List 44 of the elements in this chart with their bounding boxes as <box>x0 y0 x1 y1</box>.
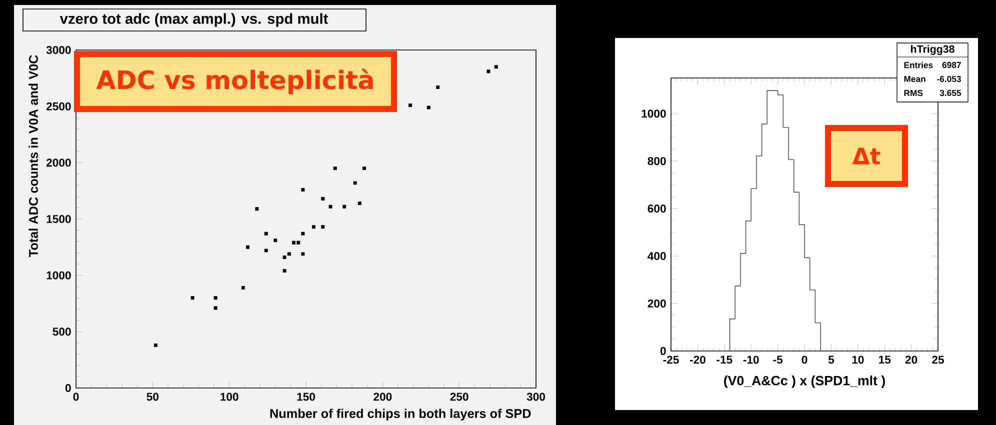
x-tick-label: -25 <box>663 356 679 364</box>
annotation: -6.053 <box>937 76 961 82</box>
x-tick-label: -5 <box>773 356 783 364</box>
y-axis-title: Total ADC counts in V0A and V0C <box>28 55 38 258</box>
annotation: Δt <box>852 148 880 164</box>
chart-title: vzero tot adc (max ampl.) vs. spd mult <box>60 13 328 27</box>
text: hTrigg38 <box>911 44 954 55</box>
y-tick-label: 1000 <box>642 110 666 118</box>
x-axis-title: (V0_A&Cc ) x (SPD1_mlt ) <box>724 376 885 388</box>
text: 6987 <box>942 62 961 68</box>
y-tick-label: 1000 <box>46 271 71 280</box>
y-tick-label: 400 <box>648 252 666 260</box>
y-tick-label: 3000 <box>46 46 71 54</box>
y-tick-label: 2500 <box>46 102 71 110</box>
y-tick-label: 1500 <box>46 215 71 224</box>
y-tick-label: 0 <box>65 384 71 392</box>
x-tick-label: 25 <box>932 356 944 364</box>
y-tick-label: 0 <box>660 346 666 356</box>
x-tick-label: -10 <box>743 356 759 364</box>
x-tick-label: 15 <box>879 356 891 364</box>
x-tick-label: 100 <box>220 392 238 401</box>
x-tick-label: 5 <box>828 356 834 364</box>
x-tick-label: 0 <box>73 392 79 401</box>
x-tick-label: 0 <box>802 356 808 364</box>
text: 3.655 <box>940 90 962 96</box>
x-tick-label: -20 <box>690 356 706 364</box>
annotation: ADC vs molteplicità <box>96 68 373 94</box>
y-tick-label: 500 <box>52 328 71 336</box>
x-tick-label: 200 <box>374 392 392 401</box>
x-axis-title: Number of fired chips in both layers of SPD <box>270 408 531 421</box>
annotation: Mean <box>904 76 926 82</box>
y-tick-label: 200 <box>648 300 666 308</box>
annotation: RMS <box>904 90 923 96</box>
y-tick-label: 800 <box>648 157 666 166</box>
y-tick-label: 600 <box>648 204 666 213</box>
x-tick-label: 20 <box>905 356 918 364</box>
x-tick-label: 300 <box>526 392 545 401</box>
x-tick-label: -15 <box>716 356 732 364</box>
text: Entries <box>904 62 933 68</box>
x-tick-label: 250 <box>450 392 468 401</box>
x-tick-label: 50 <box>146 392 158 401</box>
y-tick-label: 2000 <box>46 158 71 167</box>
x-tick-label: 10 <box>852 356 864 364</box>
x-tick-label: 150 <box>297 392 315 401</box>
